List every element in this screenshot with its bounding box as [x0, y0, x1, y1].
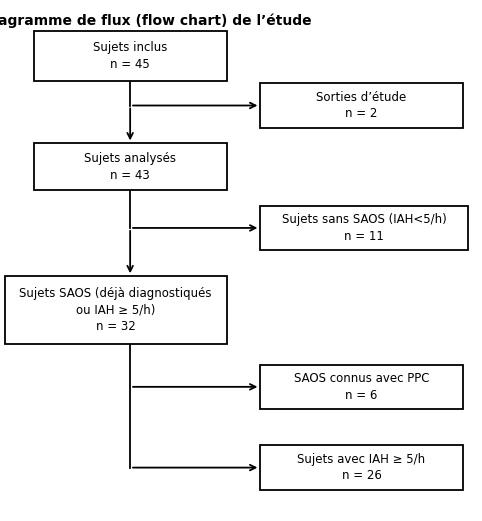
Text: Sujets analysés: Sujets analysés — [84, 152, 176, 165]
Bar — [34, 31, 227, 81]
Text: SAOS connus avec PPC: SAOS connus avec PPC — [294, 372, 429, 385]
Bar — [5, 276, 227, 344]
Text: n = 43: n = 43 — [110, 169, 150, 181]
Bar — [260, 206, 468, 250]
Text: n = 6: n = 6 — [345, 389, 378, 402]
Bar — [260, 365, 463, 409]
Text: ou IAH ≥ 5/h): ou IAH ≥ 5/h) — [76, 304, 155, 316]
Text: n = 32: n = 32 — [96, 320, 135, 333]
Bar — [260, 445, 463, 490]
Text: Sorties d’étude: Sorties d’étude — [316, 91, 407, 104]
Text: agramme de flux (flow chart) de l’étude: agramme de flux (flow chart) de l’étude — [0, 13, 311, 28]
Text: Sujets sans SAOS (IAH<5/h): Sujets sans SAOS (IAH<5/h) — [281, 213, 446, 226]
Text: Sujets inclus: Sujets inclus — [93, 41, 167, 54]
Bar — [260, 83, 463, 128]
Text: n = 11: n = 11 — [344, 230, 384, 243]
Text: n = 2: n = 2 — [345, 107, 378, 120]
Text: n = 26: n = 26 — [342, 469, 381, 482]
Bar — [34, 143, 227, 190]
Text: n = 45: n = 45 — [110, 58, 150, 71]
Text: Sujets SAOS (déjà diagnostiqués: Sujets SAOS (déjà diagnostiqués — [19, 287, 212, 300]
Text: Sujets avec IAH ≥ 5/h: Sujets avec IAH ≥ 5/h — [297, 453, 426, 466]
